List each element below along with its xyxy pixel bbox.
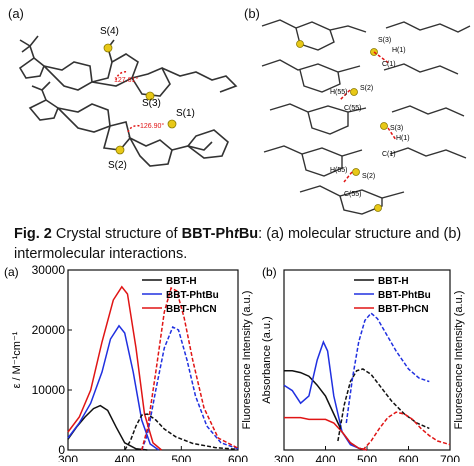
- x-tick-label: 600: [228, 453, 248, 462]
- y-axis-label: Absorbance (a.u.): [261, 316, 273, 403]
- series-fluorescence-bbt-phcn: [140, 286, 239, 451]
- legend-label: BBT-H: [166, 276, 197, 287]
- series-fluorescence-bbt-h: [337, 368, 430, 442]
- x-tick-label: 700: [440, 453, 460, 462]
- atom-label-s1: S(1): [176, 108, 195, 119]
- chart-b: 300400500600700Wavelength / nmAbsorbance…: [261, 269, 465, 462]
- caption-text-before: Crystal structure of: [51, 226, 182, 242]
- atom-label-b-s2-1: S(2): [360, 85, 373, 92]
- molecule-stack-b: [261, 19, 471, 215]
- angle-label-1: 127.61°: [114, 76, 138, 84]
- x-tick-label: 400: [115, 453, 135, 462]
- chart-a-frame: [67, 269, 239, 451]
- x-tick-label: 400: [315, 453, 335, 462]
- angle-marker-1: [115, 71, 129, 81]
- atom-label-b-c1-1: C(1): [382, 61, 396, 68]
- chart-a: 3004005006000100002000030000Wavelength /…: [11, 263, 253, 462]
- atom-label-b-c55-2: C(55): [344, 191, 362, 198]
- y-tick-label: 30000: [32, 263, 66, 277]
- atom-label-b-c1-2: C(1): [382, 151, 396, 158]
- chart-a-panel-label: (a): [4, 265, 19, 279]
- caption-text-after: : (a) molecular structure and (b) interm…: [14, 226, 462, 262]
- caption-fig-label: Fig. 2: [14, 226, 52, 242]
- spectra-charts: (a) 3004005006000100002000030000Waveleng…: [4, 263, 465, 462]
- x-tick-label: 500: [171, 453, 191, 462]
- y-axis-right-label: Fluorescence Intensity (a.u.): [241, 291, 253, 430]
- series-fluorescence-bbt-h: [124, 413, 239, 451]
- molecular-structure-image: S(4) S(3) S(1) S(2) 127.61° 126.90° S(3)…: [18, 19, 471, 215]
- molecule-upper: [18, 35, 238, 97]
- atom-label-s3: S(3): [142, 98, 161, 109]
- panel-label-b-top: (b): [244, 6, 260, 21]
- y-axis-label: ε / M⁻¹cm⁻¹: [11, 331, 23, 388]
- legend-label: BBT-PhtBu: [166, 290, 219, 301]
- y-tick-label: 0: [58, 443, 65, 457]
- atom-label-s2: S(2): [108, 160, 127, 171]
- y-axis-right-label: Fluorescence Intensity (a.u.): [453, 291, 465, 430]
- angle-marker-2: [127, 124, 141, 133]
- atom-label-b-h1-1: H(1): [392, 47, 406, 54]
- series-absorption-bbt-phcn: [67, 285, 162, 451]
- sulfur-atoms-a: [103, 43, 177, 155]
- atom-label-b-h1-2: H(1): [396, 135, 410, 142]
- atom-label-b-s2-2: S(2): [362, 173, 375, 180]
- x-tick-label: 500: [357, 453, 377, 462]
- series-fluorescence-bbt-phtbu: [140, 325, 239, 451]
- atom-label-b-h55-2: H(55): [330, 167, 348, 174]
- atom-label-b-c55-1: C(55): [344, 105, 362, 112]
- series-fluorescence-bbt-phtbu: [345, 312, 430, 424]
- caption-compound: BBT-PhtBu: [181, 226, 259, 242]
- chart-b-panel-label: (b): [262, 265, 277, 279]
- x-tick-label: 300: [274, 453, 294, 462]
- atom-label-s4: S(4): [100, 26, 119, 37]
- legend-label: BBT-PhCN: [378, 304, 429, 315]
- x-tick-label: 300: [58, 453, 78, 462]
- interaction-lines: [339, 51, 397, 183]
- atom-label-b-h55-1: H(55): [330, 89, 348, 96]
- series-absorption-bbt-h: [67, 404, 148, 451]
- molecule-lower: [28, 81, 229, 167]
- angle-label-2: 126.90°: [140, 122, 164, 130]
- figure-caption: Fig. 2 Crystal structure of BBT-PhtBu: (…: [14, 224, 469, 264]
- panel-label-a-top: (a): [8, 6, 24, 21]
- series-absorption-bbt-h: [284, 370, 368, 451]
- series-absorption-bbt-phcn: [284, 416, 368, 451]
- series-fluorescence-bbt-phcn: [362, 411, 451, 451]
- legend-label: BBT-PhCN: [166, 304, 217, 315]
- atom-label-b-s3-1: S(3): [378, 37, 391, 44]
- series-absorption-bbt-phtbu: [283, 340, 368, 451]
- series-absorption-bbt-phtbu: [67, 324, 160, 451]
- atom-label-b-s3-2: S(3): [390, 125, 403, 132]
- x-tick-label: 600: [398, 453, 418, 462]
- y-tick-label: 10000: [32, 383, 66, 397]
- legend-label: BBT-H: [378, 276, 409, 287]
- y-tick-label: 20000: [32, 323, 66, 337]
- legend-label: BBT-PhtBu: [378, 290, 431, 301]
